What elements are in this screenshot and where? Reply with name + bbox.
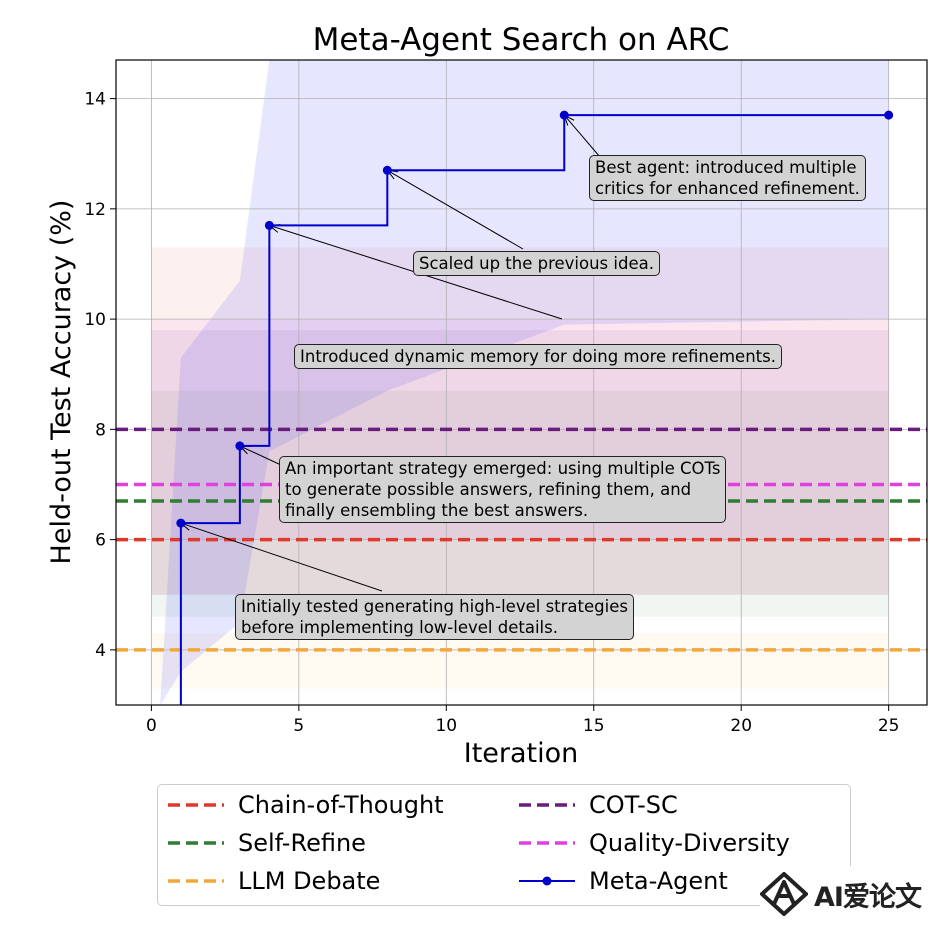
x-tick-label: 25 (878, 716, 900, 736)
y-tick-label: 6 (95, 531, 106, 551)
meta-agent-series (176, 110, 894, 705)
legend-label: Meta-Agent (589, 867, 728, 895)
x-tick-label: 0 (146, 716, 157, 736)
annotation-box: Best agent: introduced multiple critics … (589, 155, 866, 201)
meta-agent-confidence-band (160, 60, 889, 705)
annotation-box: An important strategy emerged: using mul… (279, 456, 727, 523)
legend-item-quality-diversity: Quality-Diversity (519, 825, 790, 861)
plot-frame (115, 59, 928, 706)
legend-label: Self-Refine (238, 829, 366, 857)
watermark-text: AI爱论文 (814, 881, 922, 913)
legend-swatch-quality-diversity (519, 841, 575, 845)
meta-agent-point (176, 518, 186, 528)
annotation-arrow (387, 169, 524, 250)
y-ticks: 4 6 8 10 12 14 (84, 90, 116, 661)
a-logo-icon (760, 872, 808, 916)
legend-swatch-self-refine (168, 841, 224, 845)
annotation-arrow (563, 114, 601, 158)
x-tick-label: 10 (435, 716, 457, 736)
meta-agent-point (559, 110, 569, 120)
legend-item-meta-agent: Meta-Agent (519, 863, 728, 899)
watermark: AI爱论文 (760, 866, 940, 922)
annotation-box: Initially tested generating high-level s… (235, 594, 634, 640)
y-tick-label: 10 (84, 310, 106, 330)
legend-item-llm-debate: LLM Debate (168, 863, 380, 899)
legend-item-chain-of-thought: Chain-of-Thought (168, 787, 444, 823)
annotation-arrow (239, 445, 282, 466)
y-axis-label: Held-out Test Accuracy (%) (46, 200, 77, 565)
legend-label: Quality-Diversity (589, 829, 790, 857)
x-tick-label: 20 (730, 716, 752, 736)
legend-item-self-refine: Self-Refine (168, 825, 366, 861)
chart-title: Meta-Agent Search on ARC (313, 22, 730, 58)
baseline-band (151, 633, 889, 689)
legend-swatch-llm-debate (168, 879, 224, 883)
legend: Chain-of-Thought Self-Refine LLM Debate … (157, 784, 851, 906)
annotation-box: Scaled up the previous idea. (413, 251, 660, 276)
x-axis-label: Iteration (464, 738, 579, 769)
legend-swatch-chain-of-thought (168, 803, 224, 807)
y-tick-label: 4 (95, 641, 106, 661)
confidence-band-area (160, 60, 889, 705)
meta-agent-point (884, 110, 894, 120)
meta-agent-point (235, 441, 245, 451)
annotation-arrow (180, 522, 383, 592)
x-tick-label: 15 (583, 716, 605, 736)
legend-swatch-meta-agent (519, 876, 575, 886)
annotation-box: Introduced dynamic memory for doing more… (294, 344, 782, 369)
x-tick-label: 5 (293, 716, 304, 736)
legend-label: LLM Debate (238, 867, 381, 895)
x-ticks: 0 5 10 15 20 25 (146, 705, 900, 736)
meta-agent-point (382, 165, 392, 175)
y-tick-label: 12 (84, 200, 106, 220)
y-tick-label: 8 (95, 420, 106, 440)
legend-label: Chain-of-Thought (238, 791, 444, 819)
y-tick-label: 14 (84, 90, 106, 110)
meta-agent-point (264, 220, 274, 230)
legend-item-cot-sc: COT-SC (519, 787, 678, 823)
legend-label: COT-SC (589, 791, 678, 819)
legend-swatch-cot-sc (519, 803, 575, 807)
